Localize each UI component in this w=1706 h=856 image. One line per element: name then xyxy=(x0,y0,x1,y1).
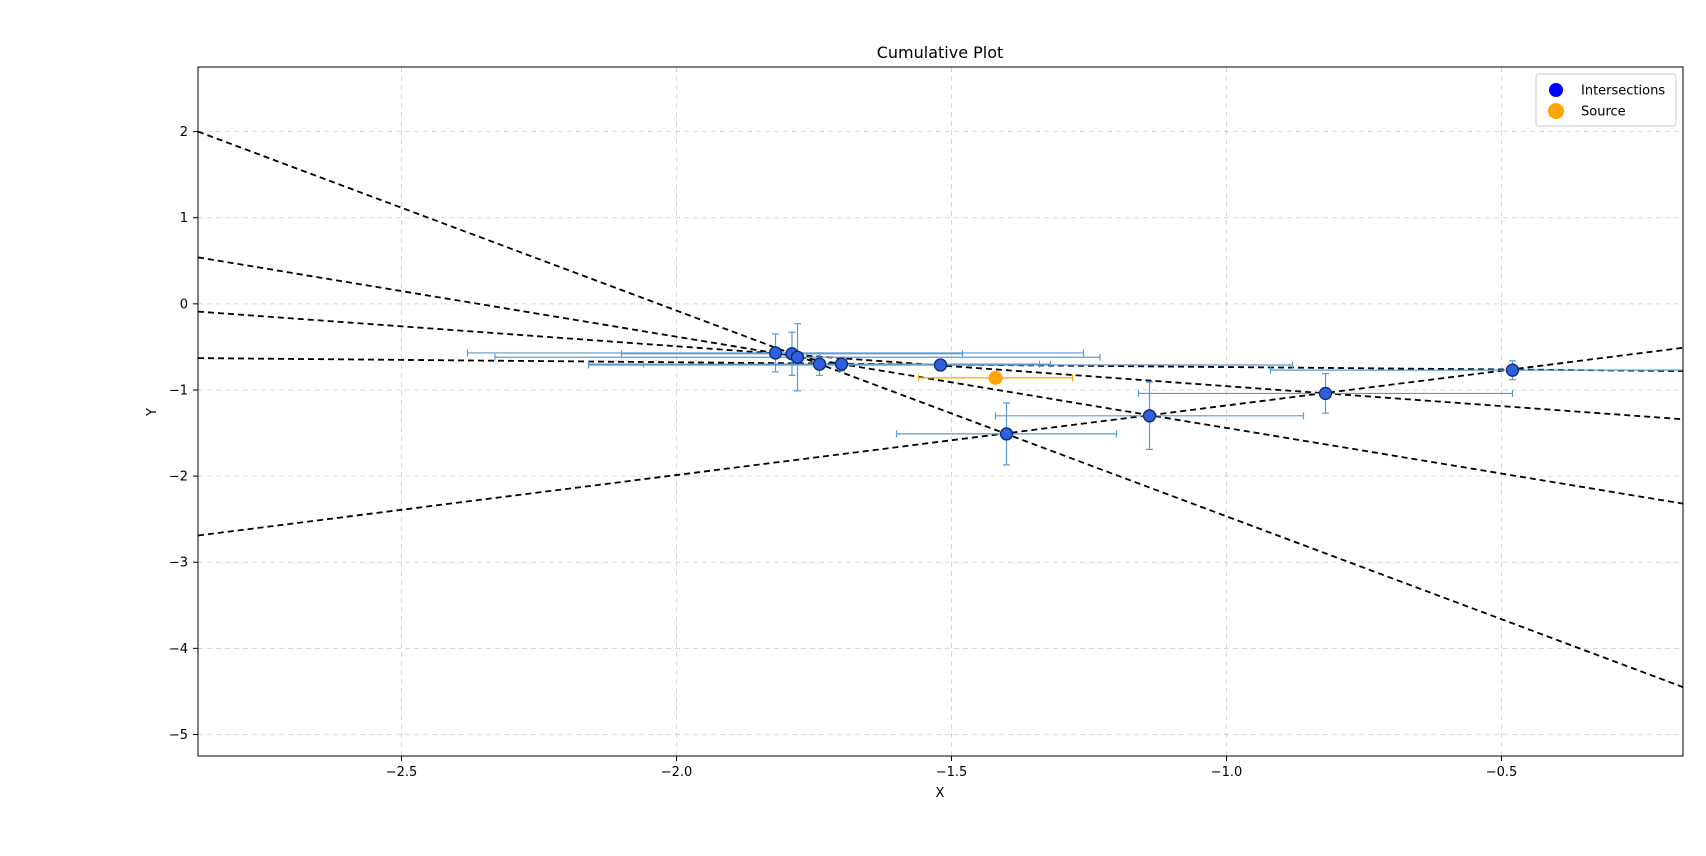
intersection-point xyxy=(935,359,947,371)
intersection-point xyxy=(1001,428,1013,440)
intersection-point xyxy=(1320,387,1332,399)
y-tick-label: −3 xyxy=(169,556,188,571)
intersection-point xyxy=(792,351,804,363)
chart-title: Cumulative Plot xyxy=(877,43,1004,62)
dashed-line xyxy=(198,348,1683,536)
x-tick-label: −2.5 xyxy=(386,765,418,780)
y-tick-label: −2 xyxy=(169,470,188,485)
grid xyxy=(198,67,1683,756)
legend-marker xyxy=(1549,83,1563,97)
x-tick-label: −1.0 xyxy=(1211,765,1243,780)
plot-frame xyxy=(198,67,1683,756)
legend: Intersections Source xyxy=(1536,74,1676,126)
x-tick-label: −1.5 xyxy=(936,765,968,780)
intersection-point xyxy=(1144,410,1156,422)
legend-marker xyxy=(1548,103,1564,119)
y-tick-label: −5 xyxy=(169,728,188,743)
y-axis-label: Y xyxy=(145,408,160,417)
x-tick-label: −0.5 xyxy=(1486,765,1518,780)
x-axis-label: X xyxy=(936,786,945,801)
source-point xyxy=(989,371,1003,385)
legend-label: Intersections xyxy=(1581,84,1665,99)
dashed-lines xyxy=(198,132,1683,688)
legend-label: Source xyxy=(1581,105,1626,120)
y-tick-label: 1 xyxy=(180,211,188,226)
axis-ticks: −2.5 −2.0 −1.5 −1.0 −0.5 2 1 0 −1 −2 −3 −4 −5 xyxy=(169,125,1517,780)
error-bars xyxy=(468,324,1706,465)
y-tick-label: −4 xyxy=(169,642,188,657)
intersection-point xyxy=(770,347,782,359)
dashed-line xyxy=(198,257,1683,503)
y-tick-label: 0 xyxy=(180,297,188,312)
intersection-point xyxy=(814,358,826,370)
intersection-point xyxy=(1507,364,1519,376)
intersection-point xyxy=(836,358,848,370)
x-tick-label: −2.0 xyxy=(661,765,693,780)
y-tick-label: −1 xyxy=(169,383,188,398)
y-tick-label: 2 xyxy=(180,125,188,140)
dashed-line xyxy=(198,132,1683,688)
